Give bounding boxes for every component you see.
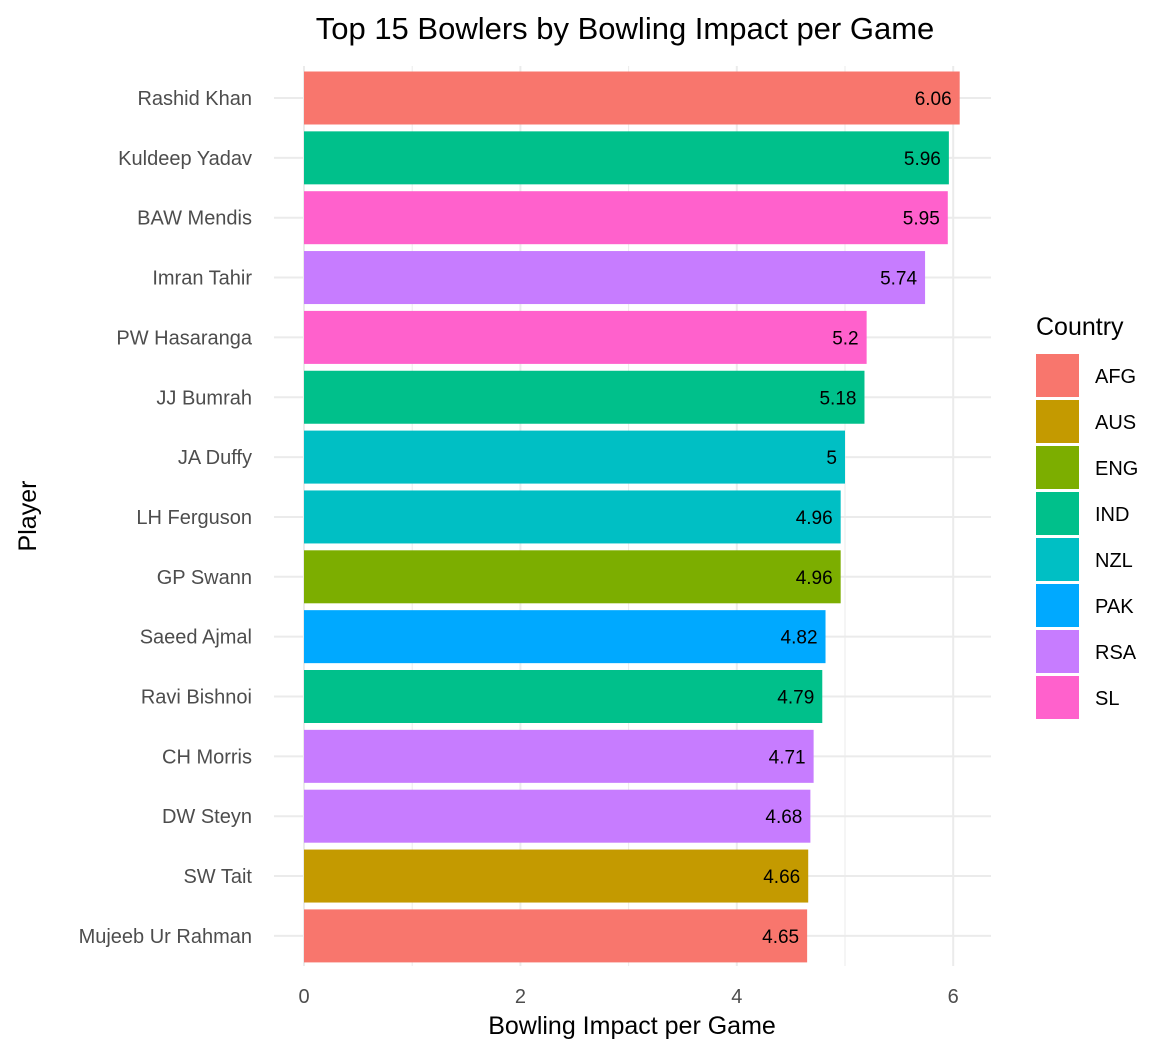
x-tick-label: 6 [948, 986, 959, 1008]
legend-swatch [1036, 446, 1079, 489]
bar [304, 191, 948, 245]
legend-swatch [1036, 630, 1079, 673]
bar-value-label: 6.06 [915, 89, 952, 110]
y-axis-tick-labels: Rashid Khan Kuldeep Yadav BAW Mendis Imran … [79, 88, 253, 948]
legend-swatch [1036, 400, 1079, 443]
y-tick-label: Ravi Bishnoi [141, 687, 252, 709]
bar [304, 251, 926, 305]
x-tick-label: 2 [515, 986, 526, 1008]
bar [304, 849, 809, 903]
bar [304, 430, 845, 484]
legend-swatch [1036, 676, 1079, 719]
y-tick-label: JA Duffy [178, 447, 252, 469]
bar [304, 789, 811, 843]
legend-label: RSA [1095, 642, 1137, 664]
legend: Country AFG AUS ENG IND NZL PAK RSA SL [1036, 313, 1138, 719]
x-tick-label: 0 [298, 986, 309, 1008]
bar [304, 310, 867, 364]
legend-swatch [1036, 492, 1079, 535]
chart-title: Top 15 Bowlers by Bowling Impact per Gam… [316, 11, 935, 46]
bar-value-label: 5.2 [832, 328, 858, 349]
legend-label: SL [1095, 688, 1119, 710]
legend-label: PAK [1095, 596, 1134, 618]
y-tick-label: CH Morris [162, 746, 252, 768]
legend-swatch [1036, 584, 1079, 627]
bar-value-label: 5 [826, 448, 837, 469]
bar [304, 550, 841, 604]
legend-swatch [1036, 538, 1079, 581]
bar-value-label: 4.68 [765, 807, 802, 828]
y-tick-label: Kuldeep Yadav [118, 148, 252, 170]
bar-value-label: 4.82 [781, 628, 818, 649]
legend-label: AUS [1095, 412, 1136, 434]
y-tick-label: Mujeeb Ur Rahman [79, 926, 252, 948]
legend-swatch [1036, 354, 1079, 397]
bar-value-label: 5.95 [903, 209, 940, 230]
bar-value-label: 4.71 [769, 747, 806, 768]
y-tick-label: GP Swann [157, 567, 252, 589]
bar [304, 909, 808, 963]
y-tick-label: Imran Tahir [152, 268, 252, 290]
y-tick-label: Saeed Ajmal [140, 627, 252, 649]
bar [304, 71, 960, 125]
bar-value-label: 5.18 [819, 388, 856, 409]
legend-label: NZL [1095, 550, 1133, 572]
bar-value-label: 4.79 [777, 688, 814, 709]
bars [304, 71, 960, 963]
bar [304, 670, 823, 723]
y-tick-label: SW Tait [183, 866, 252, 888]
x-tick-label: 4 [731, 986, 742, 1008]
bar-value-label: 4.96 [796, 568, 833, 589]
bar-value-label: 4.66 [763, 867, 800, 888]
bar-value-label: 4.65 [762, 927, 799, 948]
y-tick-label: Rashid Khan [137, 88, 252, 110]
y-tick-label: DW Steyn [162, 806, 252, 828]
y-tick-label: JJ Bumrah [156, 387, 252, 409]
bar-value-label: 5.96 [904, 149, 941, 170]
y-axis-title: Player [14, 481, 42, 552]
bar-value-label: 4.96 [796, 508, 833, 529]
bar-labels: 6.06 5.96 5.95 5.74 5.2 5.18 5 4.96 4.96 4.82 4.79… [762, 89, 952, 948]
legend-items: AFG AUS ENG IND NZL PAK RSA SL [1036, 354, 1138, 719]
legend-label: IND [1095, 504, 1129, 526]
legend-title: Country [1036, 313, 1124, 341]
legend-label: AFG [1095, 366, 1136, 388]
x-axis-title: Bowling Impact per Game [488, 1012, 776, 1040]
bar [304, 729, 814, 783]
y-tick-label: BAW Mendis [137, 208, 252, 230]
x-axis-tick-labels: 0 2 4 6 [298, 986, 958, 1008]
y-tick-label: LH Ferguson [136, 507, 252, 529]
bar [304, 490, 841, 544]
y-tick-label: PW Hasaranga [116, 327, 252, 349]
bar-value-label: 5.74 [880, 269, 917, 290]
legend-label: ENG [1095, 458, 1138, 480]
bar [304, 370, 865, 424]
bar [304, 610, 826, 664]
bar [304, 131, 949, 185]
